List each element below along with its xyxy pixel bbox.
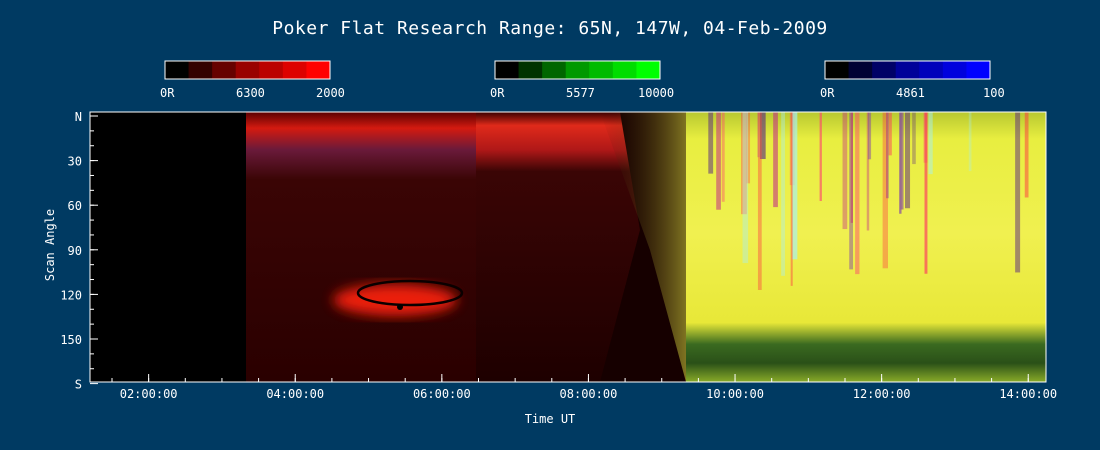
aurora-streak xyxy=(721,112,725,202)
aurora-streak xyxy=(742,112,749,264)
aurora-streak xyxy=(924,112,928,274)
y-tick-label: 60 xyxy=(68,199,82,213)
colorbar-green-min-label: 0R xyxy=(490,86,505,100)
colorbar-green-swatch xyxy=(565,61,590,79)
colorbar-red xyxy=(164,60,331,80)
colorbar-blue-swatch xyxy=(872,61,897,79)
colorbar-red-min-label: 0R xyxy=(160,86,175,100)
colorbar-green-mid-label: 5577 xyxy=(566,86,595,100)
aurora-streak xyxy=(781,112,786,276)
y-tick-label: 90 xyxy=(68,244,82,258)
x-tick-label: 02:00:00 xyxy=(120,387,178,401)
aurora-streak xyxy=(882,112,888,269)
colorbar-red-swatch xyxy=(212,61,237,79)
colorbar-blue-swatch xyxy=(848,61,873,79)
aurora-streak xyxy=(842,112,848,230)
x-tick-label: 08:00:00 xyxy=(560,387,618,401)
x-tick-label: 10:00:00 xyxy=(706,387,764,401)
chart-title: Poker Flat Research Range: 65N, 147W, 04… xyxy=(272,18,828,39)
colorbar-red-swatch xyxy=(282,61,307,79)
colorbar-blue-swatch xyxy=(919,61,944,79)
aurora-streak xyxy=(905,112,911,209)
colorbar-blue-max-label: 100 xyxy=(983,86,1005,100)
colorbar-green-swatch xyxy=(518,61,543,79)
colorbar-blue-mid-label: 4861 xyxy=(896,86,925,100)
colorbar-green-max-label: 10000 xyxy=(638,86,675,100)
y-tick-label: S xyxy=(75,378,82,392)
x-tick-label: 06:00:00 xyxy=(413,387,471,401)
aurora-streak xyxy=(708,112,714,174)
aurora-streak xyxy=(759,112,766,160)
y-tick-label: 120 xyxy=(60,288,82,302)
aurora-streak xyxy=(900,112,904,210)
colorbar-blue-swatch xyxy=(966,61,991,79)
aurora-streak xyxy=(866,112,870,231)
colorbar-blue-swatch xyxy=(895,61,920,79)
aurora-streak xyxy=(912,112,916,165)
colorbar-green xyxy=(494,60,661,80)
colorbar-blue-swatch xyxy=(825,61,850,79)
keogram-image xyxy=(90,112,1046,382)
x-tick-label: 14:00:00 xyxy=(999,387,1057,401)
colorbar-green-swatch xyxy=(589,61,614,79)
aurora-streak xyxy=(899,112,902,214)
colorbar-green-swatch xyxy=(636,61,661,79)
colorbar-red-frame xyxy=(164,60,331,80)
colorbar-red-swatch xyxy=(188,61,213,79)
y-tick-label: 30 xyxy=(68,155,82,169)
plot-frame xyxy=(89,111,1047,383)
colorbar-blue-frame xyxy=(824,60,991,80)
colorbar-green-swatch xyxy=(542,61,567,79)
colorbar-red-swatch xyxy=(306,61,331,79)
aurora-streak xyxy=(1015,112,1021,273)
aurora-streak xyxy=(819,112,822,202)
colorbar-blue-swatch xyxy=(942,61,967,79)
x-tick-label: 12:00:00 xyxy=(853,387,911,401)
aurora-streak xyxy=(757,112,762,290)
aurora-streak xyxy=(741,112,747,215)
aurora-streak xyxy=(867,112,872,160)
y-tick-label: 150 xyxy=(60,333,82,347)
aurora-streak xyxy=(790,112,793,286)
aurora-streak xyxy=(716,112,721,210)
aurora-streak xyxy=(773,112,778,208)
aurora-streak xyxy=(746,112,751,184)
aurora-streak xyxy=(850,112,854,223)
colorbar-red-swatch xyxy=(165,61,190,79)
aurora-streak xyxy=(849,112,854,270)
aurora-streak xyxy=(855,112,860,275)
colorbar-red-max-label: 2000 xyxy=(316,86,345,100)
colorbar-red-swatch xyxy=(235,61,260,79)
aurora-streak xyxy=(928,112,933,175)
colorbar-green-swatch xyxy=(612,61,637,79)
colorbar-red-mid-label: 6300 xyxy=(236,86,265,100)
colorbar-green-swatch xyxy=(495,61,520,79)
aurora-streak xyxy=(885,112,889,199)
aurora-streak xyxy=(1024,112,1029,198)
colorbar-green-frame xyxy=(494,60,661,80)
aurora-streak xyxy=(791,112,798,260)
colorbar-red-swatch xyxy=(259,61,284,79)
colorbar-blue xyxy=(824,60,991,80)
colorbar-blue-min-label: 0R xyxy=(820,86,835,100)
x-axis-label: Time UT xyxy=(524,412,576,426)
y-tick-label: N xyxy=(75,110,82,124)
x-tick-label: 04:00:00 xyxy=(266,387,324,401)
aurora-streak xyxy=(968,112,972,172)
aurora-streak xyxy=(888,112,892,156)
aurora-streak xyxy=(757,112,760,158)
